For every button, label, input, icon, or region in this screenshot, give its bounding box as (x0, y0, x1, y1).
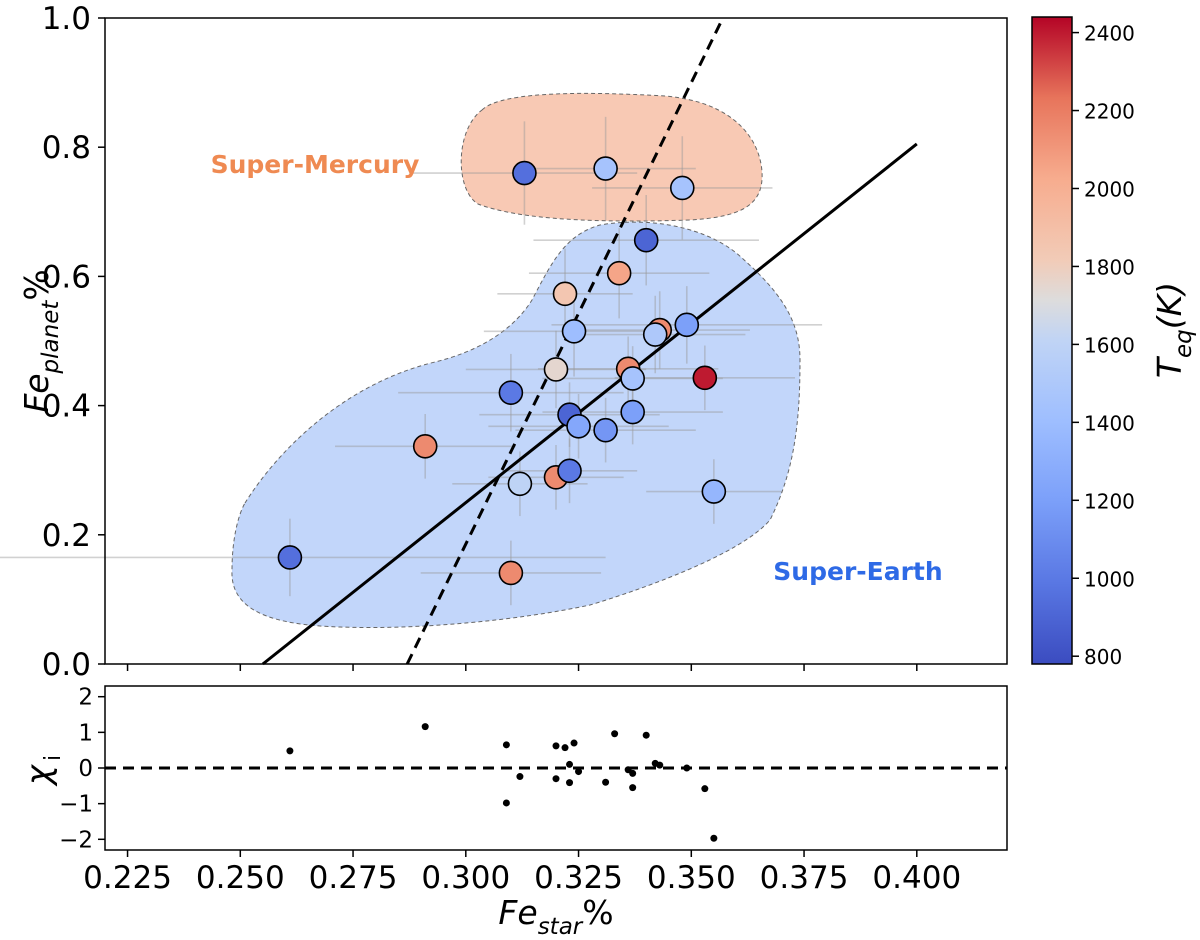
x-axis-title: Festar% (498, 893, 613, 940)
residual-point-0 (286, 747, 294, 755)
fit-lines-layer (261, 17, 918, 666)
data-point-18 (620, 366, 645, 391)
residual-point-12 (602, 778, 610, 786)
colorbar: 800 1000 1200 1400 1600 1800 2000 2200 2400 Teq(… (1031, 16, 1197, 669)
data-point-19 (633, 227, 659, 253)
x-tick-label-7: 0.400 (872, 860, 961, 896)
colorbar-tick-label-8: 2400 (1084, 22, 1135, 46)
y-axis-title: Feplanet% (17, 269, 64, 413)
data-point-25 (701, 479, 727, 504)
data-point-4 (507, 471, 533, 497)
points-layer (277, 156, 727, 586)
residual-point-3 (502, 799, 510, 807)
residual-y-axis-title: χi (19, 755, 66, 787)
residual-point-16 (629, 769, 637, 777)
data-point-11 (561, 319, 587, 344)
main-plot-frame (104, 17, 1008, 665)
resid-y-tick-label-1: −1 (59, 792, 93, 818)
data-point-21 (642, 322, 668, 347)
colorbar-tick-label-6: 2000 (1084, 177, 1135, 201)
resid-y-tick-label-4: 2 (78, 685, 93, 711)
data-point-0 (277, 545, 303, 570)
residual-point-10 (570, 739, 578, 747)
colorbar-gradient (1031, 16, 1073, 665)
x-tick-label-1: 0.250 (196, 860, 285, 896)
y-tick-label-2: 0.4 (42, 389, 91, 425)
residual-point-22 (710, 834, 718, 842)
y-tick-label-4: 0.8 (42, 130, 91, 166)
data-point-3 (498, 380, 524, 405)
residual-point-21 (701, 785, 709, 793)
x-tick-label-4: 0.325 (534, 860, 623, 896)
residual-point-2 (502, 741, 510, 749)
residual-point-17 (642, 731, 650, 739)
data-point-2 (498, 560, 524, 586)
residual-points-layer (286, 723, 718, 842)
data-point-14 (593, 417, 618, 443)
y-ticks-residual: −2 −1 0 1 2 (59, 685, 105, 853)
colorbar-tick-label-1: 1000 (1084, 567, 1135, 591)
residual-point-13 (611, 730, 619, 738)
residual-point-15 (629, 784, 637, 792)
residual-point-8 (566, 779, 574, 787)
colorbar-tick-label-5: 1800 (1084, 255, 1135, 279)
x-ticks-residual: 0.225 0.250 0.275 0.300 0.325 0.350 0.375 0.400 (83, 850, 961, 896)
colorbar-title: Teq(K) (1150, 282, 1197, 378)
residual-point-11 (575, 768, 583, 776)
colorbar-tick-label-0: 800 (1084, 645, 1122, 669)
colorbar-tick-label-7: 2200 (1084, 100, 1135, 124)
y-tick-label-0: 0.0 (42, 647, 91, 683)
colorbar-tick-label-4: 1600 (1084, 333, 1135, 357)
residual-point-1 (421, 723, 429, 731)
fit-line-solid (261, 142, 918, 666)
y-tick-label-5: 1.0 (42, 1, 91, 37)
data-point-8 (552, 281, 578, 307)
data-point-13 (593, 156, 618, 181)
resid-y-tick-label-3: 1 (78, 720, 93, 746)
data-point-10 (557, 458, 582, 484)
colorbar-ticks: 800 1000 1200 1400 1600 1800 2000 2200 2400 (1072, 22, 1135, 669)
fit-line-dashed (405, 17, 725, 665)
data-point-7 (543, 357, 569, 382)
data-point-23 (674, 312, 700, 338)
super-mercury-label: Super-Mercury (211, 150, 420, 179)
main-plot: Super-Mercury Super-Earth 0.00.20.40.60.… (0, 1, 1008, 683)
residual-point-20 (683, 764, 691, 772)
x-tick-label-5: 0.350 (647, 860, 736, 896)
x-ticks-main (126, 664, 918, 671)
data-point-12 (566, 413, 591, 439)
residual-point-5 (552, 775, 560, 783)
y-tick-label-3: 0.6 (42, 259, 91, 295)
resid-y-tick-label-0: −2 (59, 827, 93, 853)
data-point-5 (512, 160, 537, 186)
x-tick-label-0: 0.225 (83, 860, 172, 896)
x-tick-label-3: 0.300 (421, 860, 510, 896)
super-mercury-region (460, 92, 763, 222)
residual-point-7 (561, 744, 569, 752)
colorbar-tick-label-2: 1200 (1084, 489, 1135, 513)
residual-point-6 (552, 742, 560, 750)
x-tick-label-2: 0.275 (309, 860, 398, 896)
y-ticks-main: 0.0 0.2 0.4 0.6 0.8 1.0 (42, 1, 105, 683)
y-tick-label-1: 0.2 (42, 518, 91, 554)
colorbar-tick-label-3: 1400 (1084, 411, 1135, 435)
x-tick-label-6: 0.375 (760, 860, 849, 896)
data-point-24 (692, 365, 718, 391)
residual-point-9 (566, 760, 574, 768)
residual-point-4 (516, 773, 524, 781)
data-point-17 (620, 399, 645, 425)
data-point-15 (606, 260, 632, 286)
data-point-1 (412, 433, 438, 459)
residual-point-19 (656, 761, 664, 769)
data-point-22 (669, 175, 695, 201)
super-earth-label: Super-Earth (773, 557, 942, 586)
resid-y-tick-label-2: 0 (78, 756, 93, 782)
